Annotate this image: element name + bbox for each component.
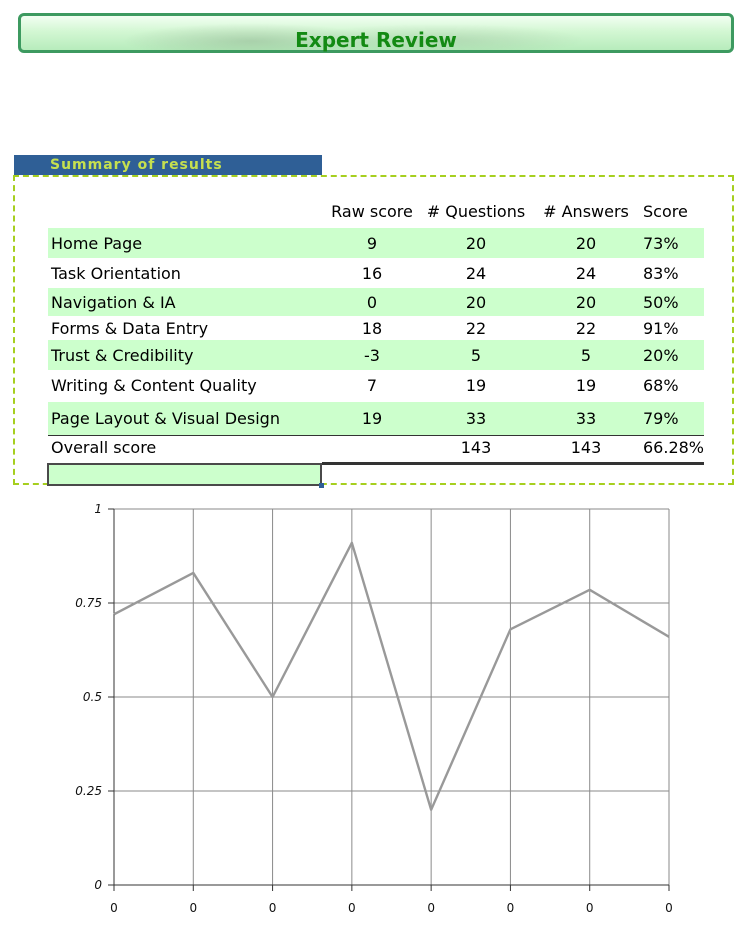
row-score: 91%: [643, 318, 679, 338]
y-tick-label: 0.25: [75, 784, 102, 798]
row-name: Home Page: [51, 233, 143, 253]
overall-score: 66.28%: [643, 437, 705, 457]
table-row[interactable]: Navigation & IA 0 20 20 50%: [48, 288, 704, 316]
row-answers: 20: [575, 233, 597, 253]
y-tick-label: 1: [94, 502, 102, 516]
row-answers: 24: [575, 263, 597, 283]
x-tick-label: 0: [507, 901, 515, 915]
overall-raw-score: [320, 436, 424, 458]
selected-cell[interactable]: [47, 463, 324, 488]
row-raw-score: 16: [361, 263, 383, 283]
series-points: [113, 542, 670, 810]
x-tick-label: 0: [665, 901, 673, 915]
column-header-score: Score: [643, 201, 688, 221]
row-name: Page Layout & Visual Design: [51, 409, 280, 428]
row-answers: 20: [575, 292, 597, 312]
row-raw-score: -3: [364, 345, 380, 365]
x-tick-label: 0: [586, 901, 594, 915]
row-score: 68%: [643, 375, 679, 395]
x-tick-label: 0: [348, 901, 356, 915]
y-tick-labels: 0 0.25 0.5 0.75 1: [75, 502, 102, 892]
overall-label: Overall score: [51, 437, 157, 457]
page-title: Expert Review: [295, 28, 457, 52]
overall-answers: 143: [570, 437, 602, 457]
y-tick-label: 0.75: [75, 596, 102, 610]
row-answers: 5: [580, 345, 592, 365]
row-score: 79%: [643, 409, 679, 428]
row-raw-score: 18: [361, 318, 383, 338]
x-tick-label: 0: [269, 901, 277, 915]
series-line: [113, 541, 670, 811]
column-header-raw-score: Raw score: [331, 201, 413, 221]
chart-grid: [113, 508, 670, 886]
column-header-questions: # Questions: [426, 201, 526, 221]
row-questions: 20: [465, 292, 487, 312]
table-bottom-border: [322, 462, 704, 465]
row-raw-score: 7: [366, 375, 378, 395]
table-row[interactable]: Home Page 9 20 20 73%: [48, 228, 704, 258]
table-row[interactable]: Page Layout & Visual Design 19 33 33 79%: [48, 402, 704, 435]
fill-handle[interactable]: [319, 483, 324, 488]
x-tick-label: 0: [110, 901, 118, 915]
overall-row[interactable]: Overall score 143 143 66.28%: [48, 436, 704, 458]
row-questions: 19: [465, 375, 487, 395]
row-name: Writing & Content Quality: [51, 375, 257, 395]
row-questions: 33: [465, 409, 487, 428]
y-tick-label: 0.5: [83, 690, 102, 704]
row-name: Forms & Data Entry: [51, 318, 209, 338]
row-score: 73%: [643, 233, 679, 253]
title-banner: Expert Review: [18, 13, 734, 53]
row-raw-score: 0: [366, 292, 378, 312]
row-score: 50%: [643, 292, 679, 312]
table-header-row: Raw score # Questions # Answers Score: [48, 198, 704, 224]
row-raw-score: 9: [366, 233, 378, 253]
row-score: 20%: [643, 345, 679, 365]
row-answers: 22: [575, 318, 597, 338]
summary-frame: [13, 175, 734, 485]
chart-axes: [108, 508, 670, 891]
row-questions: 5: [470, 345, 482, 365]
x-tick-label: 0: [189, 901, 197, 915]
table-row[interactable]: Task Orientation 16 24 24 83%: [48, 258, 704, 288]
row-name: Task Orientation: [51, 263, 181, 283]
section-header: Summary of results: [14, 155, 322, 175]
row-score: 83%: [643, 263, 679, 283]
table-row[interactable]: Writing & Content Quality 7 19 19 68%: [48, 370, 704, 400]
row-answers: 19: [575, 375, 597, 395]
x-tick-labels: 0 0 0 0 0 0 0 0: [110, 901, 673, 915]
row-questions: 20: [465, 233, 487, 253]
y-tick-label: 0: [94, 878, 102, 892]
row-answers: 33: [575, 409, 597, 428]
table-row[interactable]: Forms & Data Entry 18 22 22 91%: [48, 316, 704, 340]
overall-divider: [48, 435, 704, 436]
overall-questions: 143: [460, 437, 492, 457]
x-tick-label: 0: [427, 901, 435, 915]
row-raw-score: 19: [361, 409, 383, 428]
row-questions: 24: [465, 263, 487, 283]
table-row[interactable]: Trust & Credibility -3 5 5 20%: [48, 340, 704, 370]
row-name: Navigation & IA: [51, 292, 176, 312]
row-questions: 22: [465, 318, 487, 338]
row-name: Trust & Credibility: [51, 345, 194, 365]
column-header-answers: # Answers: [543, 201, 629, 221]
